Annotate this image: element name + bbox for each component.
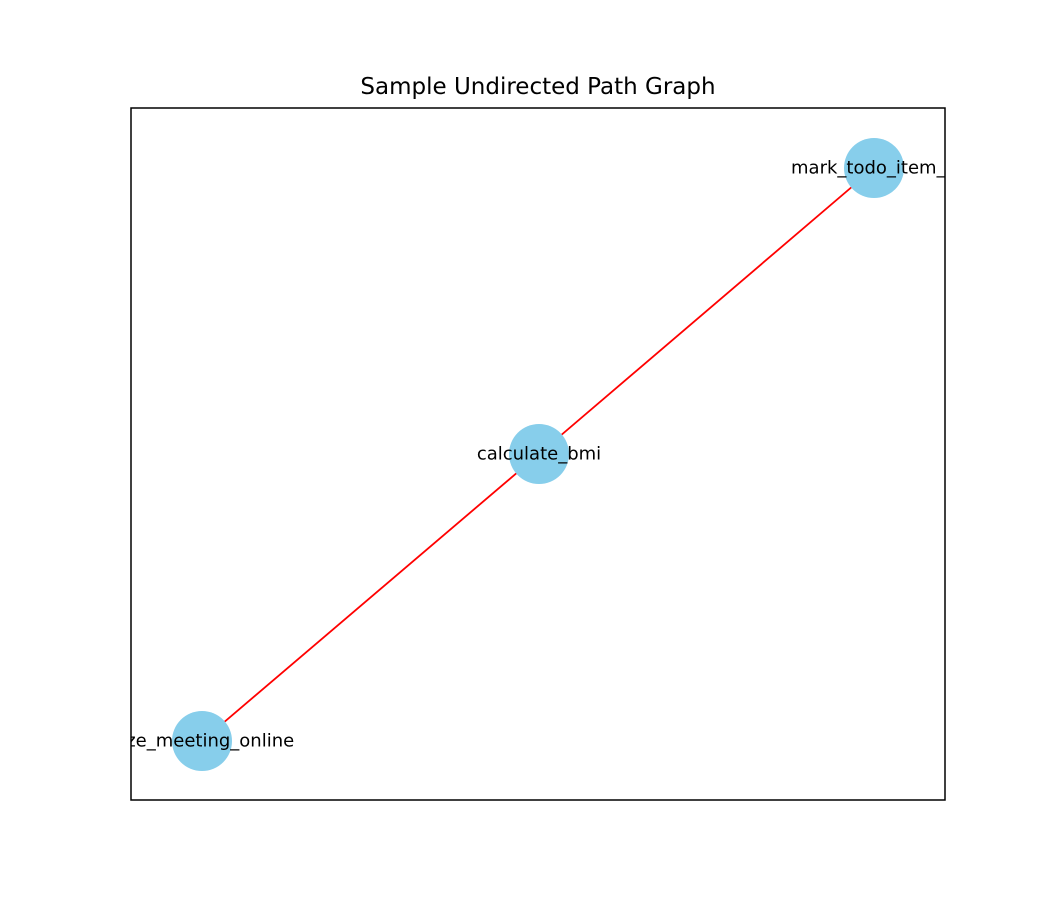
graph-node-mark_todo_item_d [844, 138, 904, 198]
nodes-layer [172, 138, 904, 771]
graph-edge-calculate_bmi-mark_todo_item_d [538, 167, 875, 455]
graph-node-calculate_bmi [509, 424, 569, 484]
plot-area: nize_meeting_online calculate_bmi mark_tod… [110, 138, 957, 771]
axes-frame [130, 107, 946, 801]
labels-layer: nize_meeting_online calculate_bmi mark_tod… [110, 158, 957, 752]
graph-edge-organize_meeting_online-calculate_bmi [201, 453, 540, 742]
graph-node-organize_meeting_online [172, 711, 232, 771]
edges-layer [201, 167, 875, 742]
node-label-organize_meeting_online: nize_meeting_online [110, 731, 294, 752]
chart-title: Sample Undirected Path Graph [360, 74, 715, 100]
node-label-mark_todo_item_d: mark_todo_item_d [791, 158, 957, 179]
node-label-calculate_bmi: calculate_bmi [477, 444, 601, 465]
